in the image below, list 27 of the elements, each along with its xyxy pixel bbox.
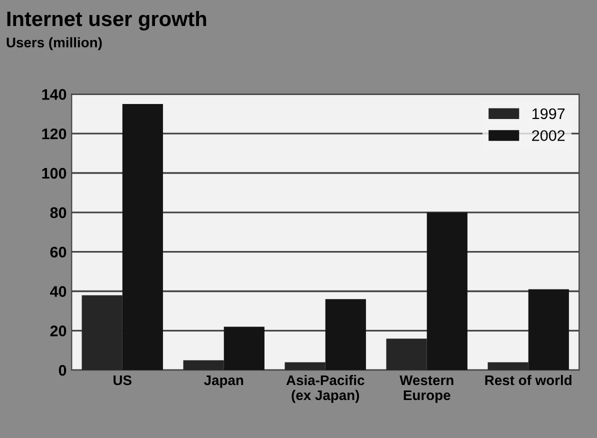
legend-label: 1997 (532, 108, 565, 120)
legend-label: 2002 (532, 130, 565, 142)
x-tick-label: Asia-Pacific (ex Japan) (286, 374, 364, 403)
bar (386, 338, 427, 370)
x-tick-label: Japan (204, 375, 244, 388)
bar (183, 360, 224, 370)
x-tick-label: Western Europe (400, 375, 454, 403)
y-tick-label: 0 (58, 364, 66, 376)
y-tick-label: 60 (50, 246, 66, 258)
y-tick-label: 140 (42, 89, 66, 100)
bar (528, 289, 569, 370)
bar (325, 299, 366, 370)
x-tick-label: US (114, 375, 132, 386)
bar (426, 212, 468, 370)
y-tick-label: 80 (50, 207, 66, 218)
x-tick-label: Rest of world (485, 374, 572, 386)
chart-title: Internet user growth (7, 10, 206, 30)
bar (488, 362, 528, 370)
y-tick-label: 120 (42, 128, 66, 140)
bar (284, 362, 326, 370)
bar (122, 104, 163, 370)
y-tick-label: 20 (50, 326, 66, 336)
y-axis-title: Users (million) (6, 37, 102, 50)
bar (82, 295, 122, 370)
bar (224, 326, 264, 370)
y-tick-label: 40 (50, 286, 66, 297)
y-tick-label: 100 (42, 168, 66, 179)
